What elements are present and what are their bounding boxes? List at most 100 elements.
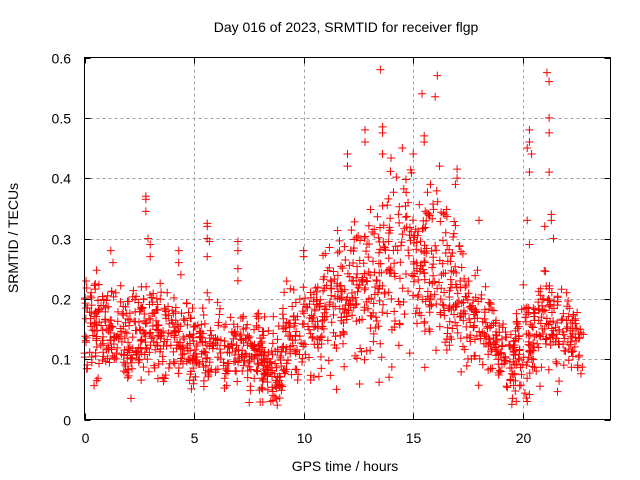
data-point (412, 258, 421, 267)
data-point (94, 296, 103, 305)
data-point (560, 334, 569, 343)
data-point (401, 201, 410, 210)
data-point (138, 303, 147, 312)
data-point (511, 386, 520, 395)
data-point (514, 322, 523, 331)
data-point (558, 315, 567, 324)
data-point (239, 361, 248, 370)
data-point (421, 297, 430, 306)
data-point (379, 238, 388, 247)
data-point (456, 277, 465, 286)
data-point (279, 314, 288, 323)
data-point (358, 315, 367, 324)
data-point (152, 338, 161, 347)
data-point (158, 352, 167, 361)
data-point (279, 366, 288, 375)
data-point (415, 200, 424, 209)
y-tick-label: 0.5 (52, 111, 72, 127)
data-point (552, 330, 561, 339)
data-point-notable (542, 68, 551, 77)
data-point (376, 259, 385, 268)
data-point (236, 313, 245, 322)
data-point (511, 350, 520, 359)
data-point (169, 293, 178, 302)
data-point-notable (453, 174, 462, 183)
data-point (109, 292, 118, 301)
data-point (128, 344, 137, 353)
data-point (429, 260, 438, 269)
data-point (333, 279, 342, 288)
data-point (407, 168, 416, 177)
data-point-notable (266, 397, 275, 406)
data-point (395, 274, 404, 283)
data-point (563, 323, 572, 332)
data-point (110, 332, 119, 341)
data-point (395, 202, 404, 211)
data-point (497, 342, 506, 351)
data-point (317, 339, 326, 348)
data-point-notable (549, 234, 558, 243)
data-point (90, 281, 99, 290)
data-point (189, 337, 198, 346)
data-point (442, 345, 451, 354)
data-point (521, 313, 530, 322)
data-point (466, 318, 475, 327)
data-point (87, 322, 96, 331)
data-point (256, 334, 265, 343)
data-point (229, 357, 238, 366)
data-point-notable (545, 168, 554, 177)
data-point (140, 350, 149, 359)
data-point (441, 249, 450, 258)
data-point (367, 294, 376, 303)
data-point (232, 341, 241, 350)
data-point (460, 274, 469, 283)
data-point (445, 341, 454, 350)
data-point (565, 304, 574, 313)
data-point (459, 298, 468, 307)
data-point (269, 329, 278, 338)
data-point (105, 321, 114, 330)
data-point (482, 332, 491, 341)
data-point (432, 186, 441, 195)
data-point (268, 383, 277, 392)
data-point (440, 288, 449, 297)
data-point (560, 346, 569, 355)
data-point (566, 332, 575, 341)
data-point (501, 333, 510, 342)
data-point (558, 327, 567, 336)
data-point-notable (523, 216, 532, 225)
data-point (420, 327, 429, 336)
data-point (132, 326, 141, 335)
data-point (534, 298, 543, 307)
data-point (309, 323, 318, 332)
data-point (401, 213, 410, 222)
data-point (497, 334, 506, 343)
data-point (90, 320, 99, 329)
data-point (168, 318, 177, 327)
data-point (198, 357, 207, 366)
data-point-notable (146, 252, 155, 261)
data-point-notable (233, 246, 242, 255)
data-point (188, 333, 197, 342)
data-point (237, 336, 246, 345)
data-point (321, 249, 330, 258)
data-point (283, 356, 292, 365)
data-point-notable (343, 150, 352, 159)
data-point (348, 311, 357, 320)
data-point (542, 282, 551, 291)
data-point (345, 296, 354, 305)
data-point (361, 283, 370, 292)
data-point (455, 313, 464, 322)
data-point (216, 336, 225, 345)
data-point (420, 257, 429, 266)
data-point (353, 269, 362, 278)
data-point (373, 212, 382, 221)
data-point (123, 365, 132, 374)
data-point (99, 332, 108, 341)
data-point (104, 345, 113, 354)
data-point (549, 304, 558, 313)
data-point (390, 307, 399, 316)
data-point (154, 321, 163, 330)
data-point (425, 308, 434, 317)
data-point (437, 284, 446, 293)
